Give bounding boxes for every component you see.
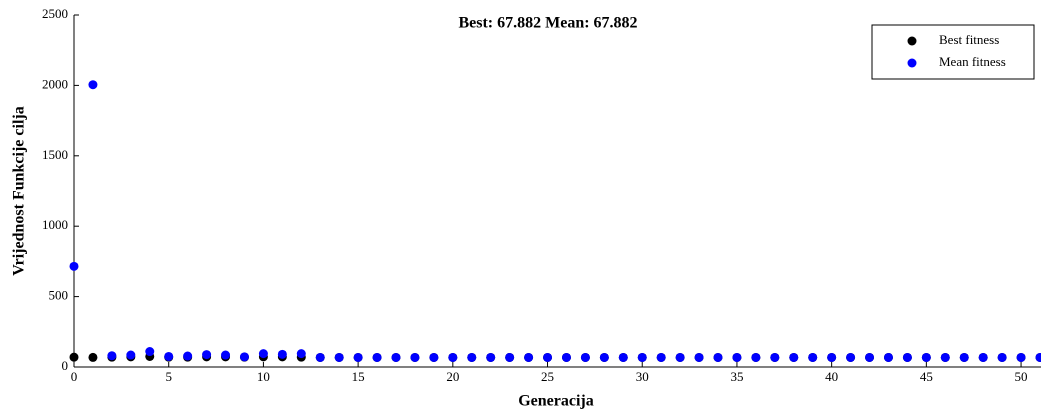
data-point bbox=[921, 352, 931, 362]
data-point bbox=[372, 352, 382, 362]
data-point bbox=[88, 352, 98, 362]
data-point bbox=[448, 352, 458, 362]
y-tick-label: 2000 bbox=[42, 76, 68, 91]
data-point bbox=[164, 351, 174, 361]
legend-box bbox=[871, 24, 1035, 80]
x-tick-label: 30 bbox=[636, 369, 649, 384]
data-point bbox=[827, 352, 837, 362]
x-tick-label: 45 bbox=[920, 369, 933, 384]
y-tick-label: 1500 bbox=[42, 147, 68, 162]
y-tick-label: 0 bbox=[62, 358, 69, 373]
x-axis-label: Generacija bbox=[518, 393, 594, 410]
data-point bbox=[88, 80, 98, 90]
data-point bbox=[732, 352, 742, 362]
x-tick-label: 35 bbox=[730, 369, 743, 384]
data-point bbox=[940, 352, 950, 362]
data-point bbox=[637, 352, 647, 362]
data-point bbox=[865, 352, 875, 362]
y-tick-label: 2500 bbox=[42, 6, 68, 21]
x-tick-label: 20 bbox=[446, 369, 459, 384]
legend-label: Mean fitness bbox=[939, 54, 1006, 69]
data-point bbox=[580, 352, 590, 362]
x-tick-label: 50 bbox=[1015, 369, 1028, 384]
data-point bbox=[1035, 352, 1041, 362]
data-point bbox=[713, 352, 723, 362]
data-point bbox=[107, 351, 117, 361]
data-point bbox=[486, 352, 496, 362]
data-point bbox=[334, 352, 344, 362]
data-point bbox=[239, 352, 249, 362]
data-point bbox=[258, 349, 268, 359]
data-point bbox=[751, 352, 761, 362]
x-tick-label: 25 bbox=[541, 369, 554, 384]
legend-marker bbox=[907, 36, 917, 46]
chart-title: Best: 67.882 Mean: 67.882 bbox=[458, 15, 637, 32]
legend-label: Best fitness bbox=[939, 32, 999, 47]
data-point bbox=[391, 352, 401, 362]
data-point bbox=[183, 351, 193, 361]
data-point bbox=[505, 352, 515, 362]
data-point bbox=[694, 352, 704, 362]
data-point bbox=[410, 352, 420, 362]
data-point bbox=[675, 352, 685, 362]
data-point bbox=[902, 352, 912, 362]
data-point bbox=[315, 352, 325, 362]
data-point bbox=[561, 352, 571, 362]
y-tick-label: 1000 bbox=[42, 217, 68, 232]
data-point bbox=[429, 352, 439, 362]
data-point bbox=[221, 350, 231, 360]
data-point bbox=[997, 352, 1007, 362]
data-point bbox=[1016, 352, 1026, 362]
data-point bbox=[296, 349, 306, 359]
data-point bbox=[69, 352, 79, 362]
x-tick-label: 10 bbox=[257, 369, 270, 384]
data-point bbox=[145, 347, 155, 357]
data-point bbox=[978, 352, 988, 362]
data-point bbox=[846, 352, 856, 362]
data-point bbox=[69, 261, 79, 271]
data-point bbox=[770, 352, 780, 362]
data-point bbox=[467, 352, 477, 362]
data-point bbox=[656, 352, 666, 362]
x-tick-label: 0 bbox=[71, 369, 78, 384]
data-point bbox=[789, 352, 799, 362]
data-point bbox=[883, 352, 893, 362]
x-tick-label: 5 bbox=[165, 369, 172, 384]
data-point bbox=[524, 352, 534, 362]
y-tick-label: 500 bbox=[49, 288, 69, 303]
y-axis-label: Vrijednost Funkcije cilja bbox=[11, 106, 28, 275]
data-point bbox=[353, 352, 363, 362]
data-point bbox=[959, 352, 969, 362]
x-tick-label: 15 bbox=[352, 369, 365, 384]
data-point bbox=[543, 352, 553, 362]
data-point bbox=[202, 350, 212, 360]
data-point bbox=[277, 349, 287, 359]
data-point bbox=[808, 352, 818, 362]
legend-marker bbox=[907, 58, 917, 68]
x-tick-label: 40 bbox=[825, 369, 838, 384]
data-point bbox=[599, 352, 609, 362]
data-point bbox=[126, 350, 136, 360]
data-point bbox=[618, 352, 628, 362]
